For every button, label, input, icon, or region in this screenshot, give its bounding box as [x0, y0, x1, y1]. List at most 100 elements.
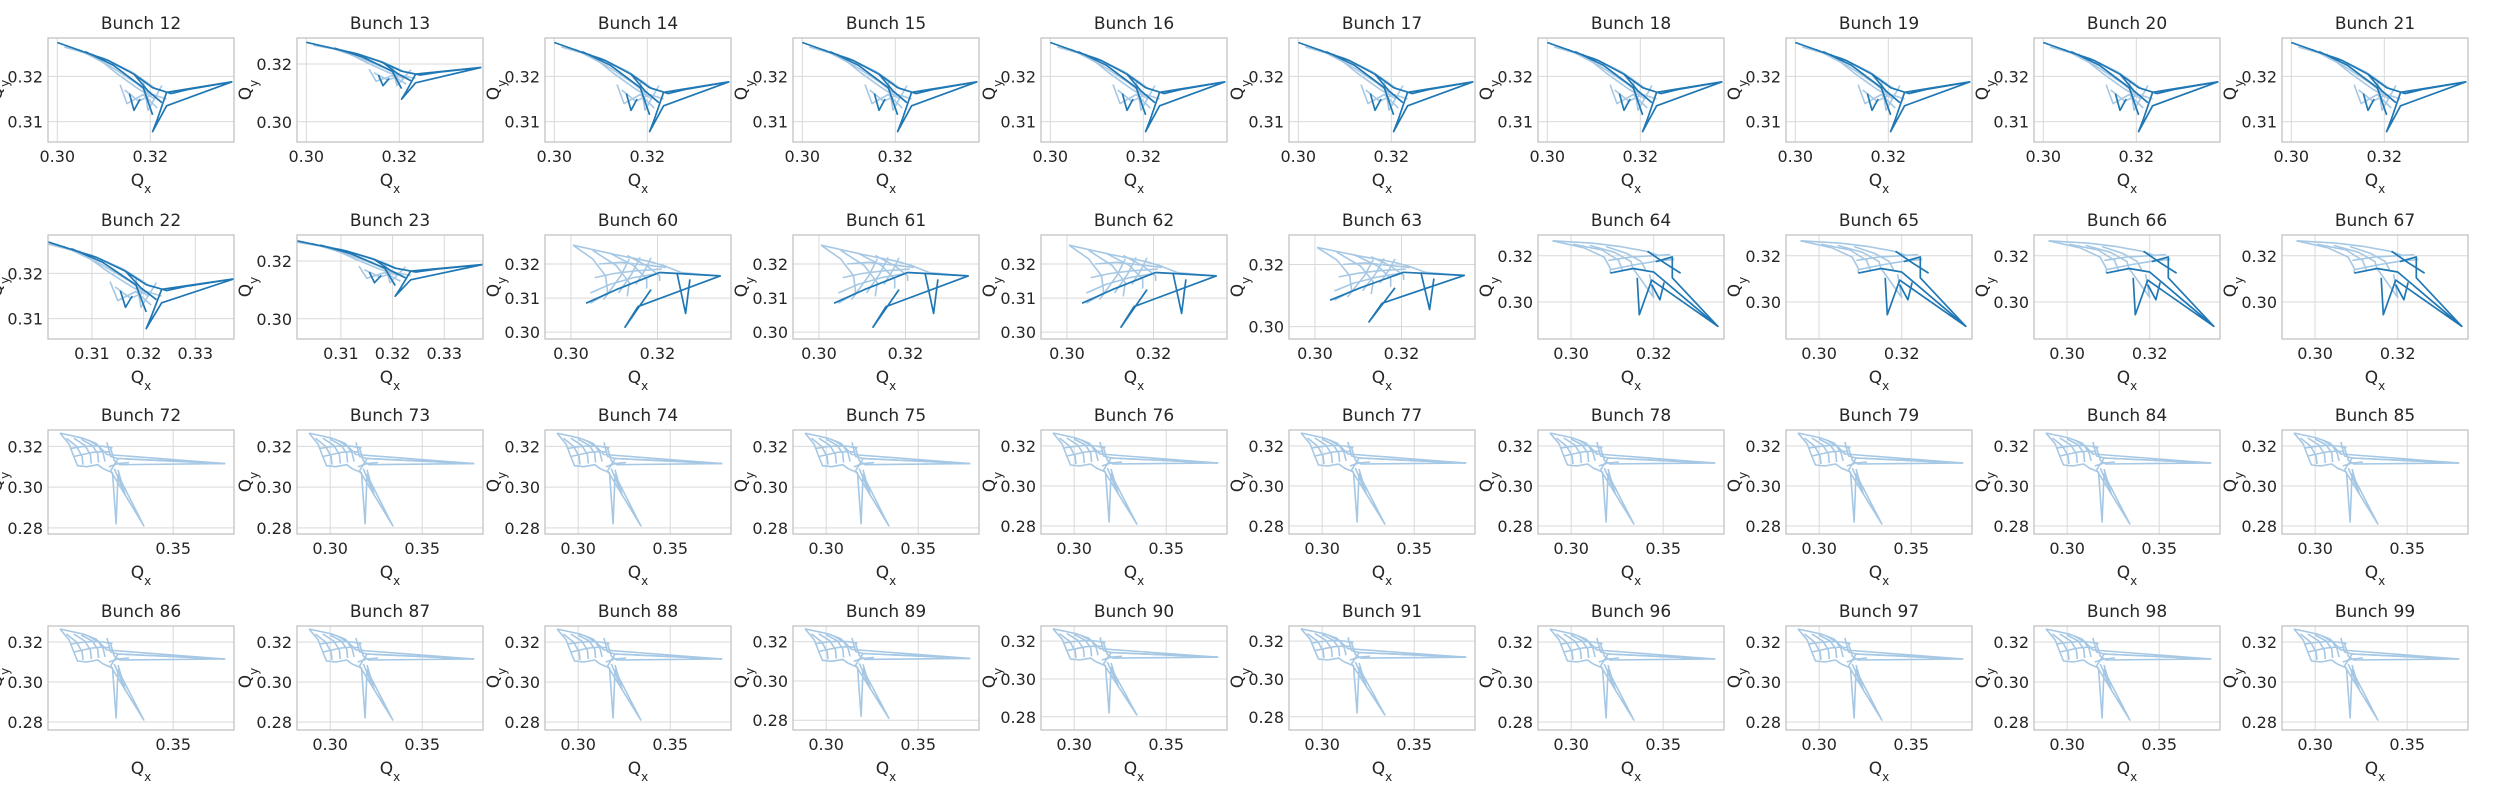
tune-trajectory-light: [1314, 632, 1334, 658]
tune-trajectory-dark: [70, 247, 147, 313]
subplot-title: Bunch 86: [101, 602, 181, 622]
tune-trajectory-dark: [374, 258, 406, 279]
y-axis-label: Qy: [1228, 668, 1253, 689]
tune-trajectory-light: [874, 254, 909, 281]
tune-trajectory-light: [1105, 252, 1144, 289]
tune-trajectory-light: [2048, 240, 2157, 257]
subplot-title: Bunch 13: [350, 14, 430, 34]
subplot-bunch-17: Bunch 17 0.30 0.32 0.31 0.32 Qx Qy: [1228, 14, 1476, 196]
y-axis-label: Qy: [1725, 472, 1750, 493]
axes-frame: [1040, 625, 1228, 731]
axes-frame: [1537, 429, 1725, 535]
y-tick-label: 0.32: [256, 252, 292, 271]
tune-trajectory-light: [1603, 663, 1617, 691]
tune-trajectory-light: [1095, 261, 1163, 269]
x-tick-label: 0.30: [1553, 539, 1589, 558]
tune-trajectory-light: [851, 441, 970, 465]
tune-trajectory-light: [1343, 262, 1411, 269]
subplot-title: Bunch 16: [1094, 14, 1174, 34]
trajectory-lines: [308, 628, 475, 721]
tune-trajectory-light: [109, 643, 225, 661]
tune-trajectory-light: [2314, 634, 2334, 659]
tune-trajectory-light: [1370, 255, 1405, 280]
y-axis-label: Qy: [236, 668, 261, 689]
tune-trajectory-light: [2094, 657, 2116, 663]
x-tick-label: 0.33: [426, 344, 462, 363]
tune-trajectory-dark: [625, 93, 638, 112]
tune-trajectory-light: [2074, 439, 2092, 462]
tune-trajectory-dark: [1903, 256, 1967, 327]
trajectory-lines: [59, 628, 226, 721]
trajectory-lines: [802, 41, 978, 133]
tune-trajectory-light: [319, 445, 362, 450]
tune-trajectory-light: [357, 657, 379, 663]
x-tick-label: 0.35: [155, 539, 191, 558]
y-axis-label: Qy: [980, 277, 1005, 298]
tune-trajectory-light: [858, 468, 872, 497]
subplot-title: Bunch 19: [1839, 14, 1919, 34]
subplot-title: Bunch 65: [1839, 211, 1919, 231]
tune-trajectory-light: [1596, 441, 1715, 464]
tune-trajectory-dark: [1650, 282, 1665, 301]
subplot-title: Bunch 88: [598, 602, 678, 622]
tune-trajectory-light: [337, 439, 355, 462]
trajectory-lines: [48, 241, 234, 330]
tune-trajectory-light: [842, 268, 910, 279]
tune-trajectory-dark: [585, 271, 722, 328]
axes-frame: [792, 625, 980, 731]
subplot-title: Bunch 97: [1839, 602, 1919, 622]
tune-trajectory-dark: [1126, 73, 1156, 104]
subplot-bunch-73: Bunch 73 0.30 0.35 0.28 0.30 0.32 Qx Qy: [236, 406, 484, 588]
subplot-title: Bunch 75: [846, 406, 926, 426]
y-tick-label: 0.32: [1248, 67, 1284, 86]
tune-trajectory-light: [78, 250, 150, 297]
tune-trajectory-dark: [297, 240, 483, 298]
tune-trajectory-light: [1101, 655, 1123, 661]
subplot-bunch-99: Bunch 99 0.30 0.35 0.28 0.30 0.32 Qx Qy: [2221, 602, 2469, 784]
y-tick-label: 0.30: [256, 310, 292, 329]
x-axis-label: Qx: [131, 563, 152, 588]
subplot-title: Bunch 96: [1591, 602, 1671, 622]
tune-trajectory-dark: [119, 290, 133, 309]
axes-frame: [2033, 429, 2221, 535]
tune-trajectory-light: [594, 268, 662, 279]
x-axis-label: Qx: [2365, 368, 2386, 393]
y-tick-label: 0.31: [504, 113, 540, 132]
tune-trajectory-light: [1570, 634, 1590, 659]
y-tick-label: 0.32: [1745, 437, 1781, 456]
subplot-title: Bunch 22: [101, 211, 181, 231]
subplot-bunch-89: Bunch 89 0.30 0.35 0.28 0.30 0.32 Qx Qy: [732, 602, 980, 784]
x-tick-label: 0.30: [1553, 344, 1589, 363]
y-tick-label: 0.32: [1745, 633, 1781, 652]
y-tick-label: 0.32: [1993, 633, 2029, 652]
tune-trajectory-light: [2307, 437, 2327, 464]
tune-trajectory-light: [59, 628, 104, 665]
tune-trajectory-light: [610, 663, 624, 691]
y-tick-label: 0.32: [752, 437, 788, 456]
x-tick-label: 0.30: [1553, 735, 1589, 754]
x-axis-label: Qx: [1372, 368, 1393, 393]
subplot-bunch-97: Bunch 97 0.30 0.35 0.28 0.30 0.32 Qx Qy: [1725, 602, 1973, 784]
tune-trajectory-light: [2099, 663, 2113, 691]
y-tick-label: 0.28: [7, 519, 43, 538]
y-tick-label: 0.32: [1993, 247, 2029, 266]
x-tick-label: 0.30: [312, 735, 348, 754]
tune-trajectory-light: [606, 448, 722, 466]
subplot-title: Bunch 61: [846, 211, 926, 231]
y-tick-label: 0.32: [752, 255, 788, 274]
tune-trajectory-light: [1599, 447, 1715, 465]
tune-trajectory-light: [562, 437, 581, 465]
tune-trajectory-light: [1350, 642, 1466, 659]
trajectory-lines: [2291, 41, 2467, 133]
tune-trajectory-light: [1549, 628, 1594, 665]
x-axis-label: Qx: [380, 759, 401, 784]
tune-trajectory-light: [1350, 447, 1466, 465]
y-tick-label: 0.30: [504, 673, 540, 692]
y-tick-label: 0.31: [1497, 113, 1533, 132]
tune-trajectory-light: [833, 635, 851, 657]
y-tick-label: 0.32: [1497, 633, 1533, 652]
tune-trajectory-light: [1311, 444, 1354, 449]
subplot-bunch-13: Bunch 13 0.30 0.32 0.30 0.32 Qx Qy: [236, 14, 484, 196]
x-tick-label: 0.30: [560, 539, 596, 558]
subplot-bunch-96: Bunch 96 0.30 0.35 0.28 0.30 0.32 Qx Qy: [1477, 602, 1725, 784]
